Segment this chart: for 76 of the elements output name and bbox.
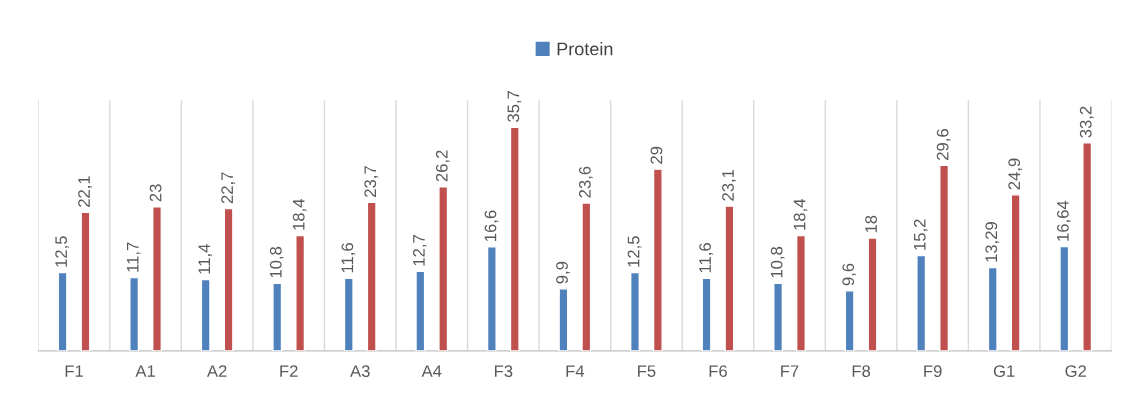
- bar: [509, 126, 520, 351]
- bar: [272, 282, 283, 351]
- x-tick-label: F2: [280, 365, 298, 377]
- data-label: 11,6: [341, 243, 356, 273]
- bar: [343, 277, 354, 351]
- bar: [152, 206, 163, 351]
- bar: [1010, 194, 1021, 351]
- bar: [652, 168, 663, 351]
- data-label: 9,9: [556, 261, 570, 284]
- x-tick-label: G1: [993, 365, 1015, 378]
- x-tick-label: F7: [781, 365, 799, 377]
- data-label: 10,8: [269, 246, 284, 278]
- data-label: 11,4: [198, 244, 213, 274]
- x-tick-label: A1: [135, 365, 155, 377]
- x-tick-label: A3: [350, 365, 370, 378]
- data-label: 23,1: [722, 169, 736, 201]
- data-label: 9,6: [842, 263, 857, 286]
- bar: [200, 278, 211, 351]
- data-label: 23: [149, 184, 162, 202]
- data-label: 13,29: [985, 222, 1000, 262]
- data-label: 15,2: [913, 219, 928, 250]
- data-label: 29,6: [936, 129, 951, 160]
- bar: [773, 282, 784, 351]
- data-label: 16,6: [484, 210, 499, 241]
- data-label: 35,7: [507, 90, 522, 122]
- x-tick-label: F8: [852, 365, 871, 378]
- bar: [80, 211, 91, 351]
- data-label: 22,1: [78, 176, 92, 207]
- x-tick-label: A2: [206, 365, 227, 377]
- data-label: 18,4: [292, 199, 307, 230]
- data-label: 10,8: [770, 246, 785, 278]
- data-label: 12,7: [413, 235, 427, 266]
- bar: [867, 237, 878, 351]
- bar: [223, 207, 234, 351]
- bar: [415, 270, 426, 351]
- x-tick-label: F1: [65, 365, 83, 377]
- x-tick-label: G2: [1065, 365, 1087, 378]
- x-tick-label: F5: [638, 365, 656, 378]
- data-label: 12,5: [627, 236, 642, 267]
- bar: [366, 201, 377, 351]
- data-label: 22,7: [221, 172, 236, 204]
- data-label: 33,2: [1079, 106, 1094, 138]
- x-tick-label: F3: [494, 365, 513, 378]
- bar: [916, 254, 927, 351]
- bar: [1059, 245, 1070, 351]
- legend-label: Protein: [557, 42, 613, 56]
- data-label: 18,4: [793, 199, 808, 230]
- data-label: 29: [650, 146, 663, 164]
- bar: [581, 202, 592, 351]
- bar: [129, 276, 140, 351]
- bar: [558, 288, 569, 351]
- bar: [438, 186, 449, 351]
- data-label: 18: [865, 215, 877, 233]
- bar: [795, 234, 806, 351]
- x-tick-label: F6: [709, 365, 727, 378]
- x-tick-label: F4: [566, 365, 585, 377]
- bar: [486, 246, 497, 351]
- data-label: 23,6: [578, 166, 593, 198]
- bar: [1082, 142, 1093, 351]
- x-tick-label: F9: [924, 365, 942, 378]
- data-label: 12,5: [55, 236, 70, 267]
- bar: [724, 205, 735, 351]
- data-label: 24,9: [1008, 158, 1023, 190]
- data-label: 11,6: [699, 243, 713, 273]
- bar: [987, 266, 998, 351]
- bar: [844, 290, 855, 351]
- bar: [629, 271, 640, 351]
- data-label: 23,7: [364, 166, 379, 197]
- data-label: 16,64: [1056, 200, 1071, 241]
- data-label: 11,7: [126, 242, 141, 272]
- bar: [295, 234, 306, 351]
- bar: [57, 271, 68, 351]
- x-tick-label: A4: [421, 365, 442, 377]
- bar: [701, 277, 712, 351]
- data-label: 26,2: [435, 150, 450, 182]
- bar: [939, 164, 950, 351]
